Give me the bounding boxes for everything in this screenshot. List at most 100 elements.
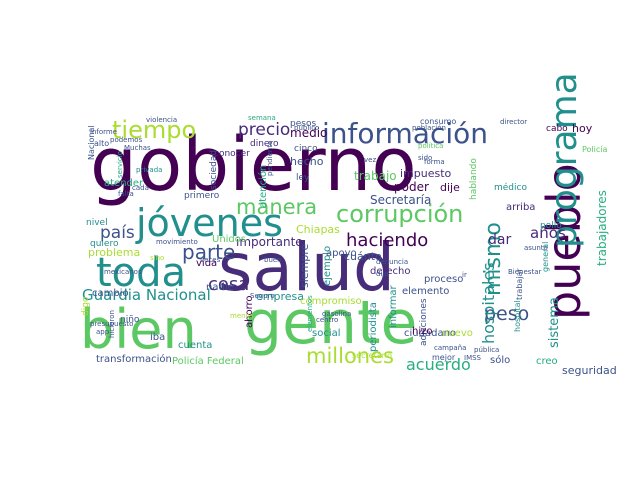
- word-mejor: mejor: [432, 353, 456, 362]
- word-adicciones: adicciones: [419, 298, 429, 346]
- word-poder: poder: [394, 180, 429, 194]
- word-denuncia: denuncia: [376, 258, 408, 266]
- word-cuenta: cuenta: [178, 340, 212, 351]
- word-ir: ir: [462, 271, 467, 279]
- word-nivel: nivel: [86, 218, 108, 228]
- word-asunto: asunto: [524, 244, 548, 252]
- word-bienestar: Bienestar: [508, 268, 541, 276]
- word-secretaria: Secretaría: [370, 193, 431, 207]
- word-salud: salud: [218, 229, 395, 306]
- word-pueblo: pueblo: [537, 163, 591, 320]
- word-problema: problema: [88, 246, 140, 259]
- word-apoyo: apoyo: [326, 248, 357, 259]
- word-digo: digo: [81, 296, 91, 316]
- word-servicio: servicio: [116, 151, 124, 178]
- word-parte: parte: [182, 240, 235, 264]
- word-iba: iba: [150, 332, 165, 343]
- word-mexicanos: mexicanos: [104, 268, 142, 276]
- word-transformacion: transformación: [96, 353, 172, 365]
- word-derecho: derecho: [370, 266, 411, 277]
- word-seguro: Seguro: [250, 292, 275, 300]
- word-creo: creo: [536, 356, 558, 367]
- word-elemento: elemento: [402, 286, 449, 297]
- word-forma: forma: [424, 158, 445, 166]
- word-nuevo: nuevo: [442, 328, 473, 339]
- word-empresa: empresa: [256, 290, 304, 303]
- word-dije: dije: [440, 181, 460, 194]
- word-medico: médico: [494, 182, 527, 193]
- word-ahorro: ahorro: [244, 295, 255, 328]
- word-precio: precio: [238, 120, 290, 140]
- word-gasolina: gasolina: [322, 310, 351, 318]
- word-unidos: Unidos: [212, 234, 246, 245]
- word-presupuesto: presupuesto: [90, 320, 133, 328]
- word-elementos: elementos: [306, 295, 314, 332]
- word-gobierno: gobierno: [90, 122, 417, 208]
- word-veces: veces: [200, 256, 221, 264]
- word-primero: primero: [184, 191, 220, 201]
- word-dar: dar: [488, 232, 511, 248]
- word-manera: manera: [236, 195, 317, 219]
- word-semana: semana: [248, 114, 276, 122]
- word-hicieron: hicieron: [108, 310, 116, 338]
- word-pollo: pollo: [540, 221, 562, 231]
- word-trabajar: trabajar: [515, 268, 524, 300]
- word-cosa: cosa: [208, 274, 249, 295]
- word-anos: años: [530, 224, 566, 242]
- word-sistema: sistema: [547, 297, 562, 348]
- word-nino: niño: [120, 315, 140, 325]
- word-dijo: dijo: [376, 270, 389, 278]
- word-movimiento: movimiento: [156, 238, 198, 246]
- word-muchas: Muchas: [124, 144, 151, 152]
- word-pais: país: [100, 223, 135, 243]
- word-centro: centro: [316, 316, 338, 324]
- word-arriba: arriba: [506, 202, 535, 213]
- word-conocer: conocer: [214, 149, 250, 159]
- word-proceso: proceso: [424, 274, 463, 285]
- word-informe: informe: [90, 128, 117, 136]
- word-nacional: Nacional: [87, 125, 96, 160]
- word-sido: sido: [418, 154, 432, 162]
- word-sino: sino: [150, 254, 164, 262]
- word-imss: IMSS: [464, 354, 482, 362]
- word-privada: privada: [136, 166, 162, 174]
- word-hoy: hoy: [572, 122, 593, 135]
- word-chiapas: Chiapas: [296, 223, 340, 236]
- word-ley: ley: [296, 173, 310, 183]
- word-toda: toda: [96, 250, 186, 296]
- word-gente: gente: [244, 288, 417, 358]
- word-peso: peso: [484, 303, 529, 325]
- word-pendiente: pendiente: [266, 141, 274, 176]
- word-impuesto: impuesto: [400, 167, 452, 180]
- word-hospitales: hospitales: [479, 262, 498, 344]
- word-corrupcion: corrupción: [336, 200, 463, 228]
- word-secretario: secretario: [352, 351, 392, 360]
- word-cada: cada: [132, 184, 149, 192]
- word-hospital: hospital: [513, 300, 522, 332]
- word-politica: política: [418, 142, 443, 150]
- word-cuanto: cuánto: [344, 250, 382, 263]
- word-buen: buen: [264, 256, 282, 264]
- word-ciudadano: ciudadano: [404, 328, 456, 339]
- word-guardia_nacional: Guardia Nacional: [82, 286, 211, 304]
- word-periodista: periodista: [368, 302, 379, 352]
- word-atencion: atención: [257, 165, 269, 208]
- word-trabajadores: trabajadores: [595, 190, 609, 266]
- word-pesos: pesos: [290, 119, 316, 129]
- word-policia: Policía: [582, 145, 608, 154]
- word-nadie: nadie: [206, 282, 234, 293]
- word-falta: falta: [118, 190, 134, 198]
- word-vida: vida: [196, 258, 217, 269]
- word-mismo: mismo: [481, 222, 506, 296]
- word-campana: campaña: [434, 344, 466, 352]
- word-hizo: hizo: [412, 326, 432, 337]
- word-seguridad: seguridad: [562, 364, 617, 377]
- word-ejemplo: ejemplo: [322, 246, 333, 286]
- word-podemos: podemos: [110, 136, 143, 144]
- word-cinco: cinco: [294, 144, 318, 154]
- word-poblacion: población: [412, 124, 446, 132]
- word-tiempo: tiempo: [112, 116, 196, 144]
- word-trabajo: trabajo: [354, 169, 397, 183]
- word-consumo: consumo: [420, 117, 456, 126]
- word-siempre: siempre: [298, 243, 311, 288]
